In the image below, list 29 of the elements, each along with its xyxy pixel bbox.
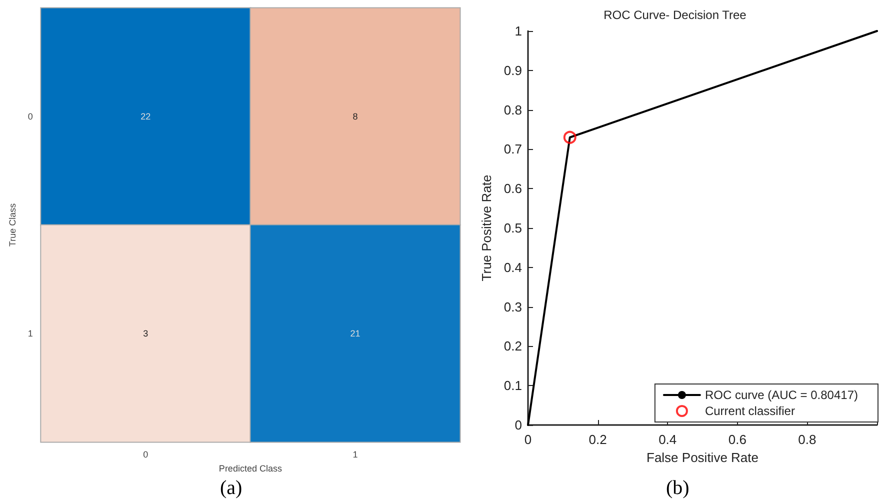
- x-tick-label: 0.6: [728, 432, 746, 447]
- x-tick-label: 0.2: [588, 432, 607, 447]
- data-label: 22: [140, 112, 151, 122]
- y-tick-label: 0.4: [504, 260, 522, 275]
- chart-title: ROC Curve- Decision Tree: [604, 8, 747, 22]
- y-tick-label: 0.7: [504, 142, 522, 157]
- y-tick-label: 0.9: [504, 62, 522, 78]
- data-label: 8: [352, 112, 358, 122]
- y-tick-label: 1: [514, 24, 522, 38]
- text: (b): [666, 477, 690, 499]
- y-tick-label: 0.8: [504, 102, 522, 118]
- x-axis-title: Predicted Class: [218, 464, 282, 474]
- legend-label: Current classifier: [704, 404, 795, 418]
- y-axis-title: True Class: [8, 202, 18, 247]
- y-tick-label: 0.2: [504, 338, 522, 354]
- x-axis-title: False Positive Rate: [646, 450, 758, 465]
- data-label: 21: [350, 328, 360, 338]
- text: (a): [220, 477, 242, 499]
- y-tick-label: 0.6: [504, 181, 522, 196]
- x-tick-label: 0.4: [658, 432, 677, 447]
- y-tick-label: 0.5: [504, 220, 522, 236]
- y-axis-title: True Positive Rate: [479, 174, 494, 282]
- y-tick-label: 0: [514, 418, 522, 432]
- y-tick-label: 0.3: [504, 299, 522, 314]
- x-tick-label: 0: [524, 432, 532, 447]
- legend-label: ROC curve (AUC = 0.80417): [704, 388, 858, 402]
- x-tick-label: 0.8: [798, 432, 816, 447]
- data-label: 3: [143, 328, 148, 338]
- y-tick-label: 0.1: [504, 378, 522, 394]
